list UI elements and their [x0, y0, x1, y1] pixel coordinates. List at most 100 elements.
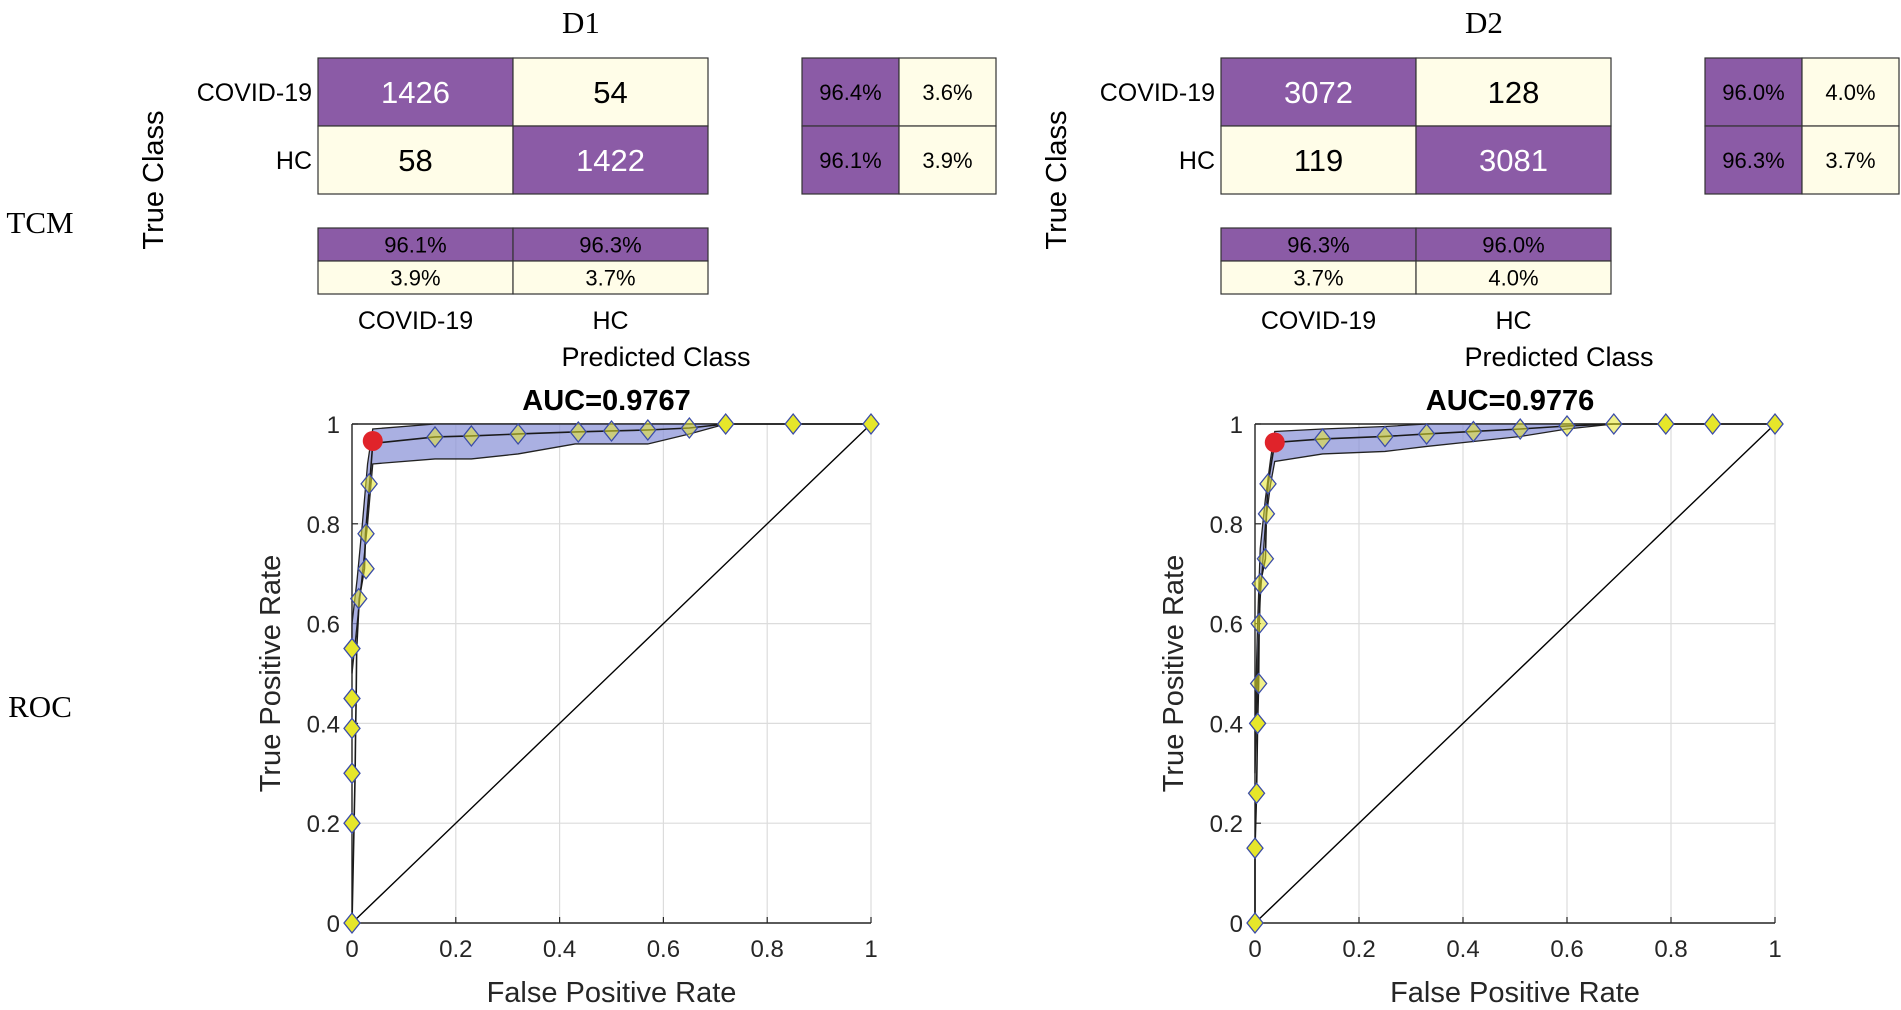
- cm-cell: [1220, 57, 1417, 127]
- cm-cell: [1415, 125, 1612, 195]
- roc-marker: [343, 812, 361, 835]
- roc-y-tick-label: 1: [1230, 412, 1243, 439]
- row-label-roc: ROC: [8, 689, 72, 724]
- cm-cell-value: 1426: [381, 75, 450, 110]
- roc-x-tick-label: 0.6: [647, 936, 680, 963]
- roc-marker: [1604, 412, 1623, 436]
- roc-x-tick-label: 0.8: [1654, 936, 1687, 963]
- cm-row-summary-cell: [1801, 125, 1900, 195]
- cm-cell-value: 1422: [576, 143, 645, 178]
- roc-ylabel: True Positive Rate: [255, 555, 287, 792]
- cm-col-summary-cell: [1220, 260, 1417, 295]
- roc-marker: [357, 522, 375, 545]
- cm-row-summary-value: 96.0%: [1722, 80, 1784, 105]
- cm-xlabel: Predicted Class: [1464, 342, 1653, 372]
- roc-marker: [1246, 837, 1264, 860]
- cm-row-label: COVID-19: [197, 79, 312, 107]
- cm-col-summary-value: 3.7%: [585, 266, 635, 291]
- roc-chart-d2: 0 0.2 0.4 0.6 0.8 1 0 0.2 0.4 0.6 0.8 1 AUC=0.9776 Fa…: [1158, 385, 1784, 1009]
- roc-xlabel: False Positive Rate: [1390, 977, 1640, 1009]
- roc-marker: [1376, 425, 1394, 448]
- roc-marker: [360, 472, 378, 495]
- row-label-tcm: TCM: [6, 205, 73, 240]
- roc-operating-point: [362, 430, 383, 451]
- cm-col-label: HC: [592, 307, 628, 335]
- cm-cell: [1415, 57, 1612, 127]
- roc-marker: [349, 587, 368, 610]
- roc-title: AUC=0.9767: [522, 385, 690, 417]
- roc-x-tick-label: 1: [864, 936, 877, 963]
- roc-x-tick-label: 0.4: [543, 936, 576, 963]
- roc-x-tick-label: 0.6: [1550, 936, 1583, 963]
- roc-y-tick-label: 0: [1230, 911, 1243, 938]
- cm-col-label: COVID-19: [1261, 307, 1376, 335]
- roc-marker: [343, 687, 361, 710]
- roc-x-tick-label: 0: [345, 936, 358, 963]
- roc-title: AUC=0.9776: [1426, 385, 1594, 417]
- roc-y-tick-label: 0.4: [307, 711, 340, 738]
- cm-row-summary-value: 96.4%: [819, 80, 881, 105]
- roc-x-tick-label: 0: [1248, 936, 1261, 963]
- cm-col-summary-value: 96.3%: [1287, 233, 1349, 258]
- cm-row-label: HC: [1179, 147, 1215, 175]
- cm-col-summary-value: 4.0%: [1488, 266, 1538, 291]
- cm-row-summary-cell: [1704, 57, 1803, 127]
- roc-marker: [1558, 414, 1576, 438]
- roc-marker: [569, 420, 588, 444]
- cm-col-summary-cell: [1220, 227, 1417, 262]
- roc-xlabel: False Positive Rate: [487, 977, 737, 1009]
- cm-col-summary-value: 3.9%: [390, 266, 440, 291]
- cm-col-summary-value: 3.7%: [1293, 266, 1343, 291]
- roc-marker: [1417, 422, 1436, 446]
- cm-row-summary-cell: [801, 125, 900, 195]
- roc-operating-point: [1264, 432, 1285, 453]
- roc-marker: [1656, 412, 1675, 436]
- cm-cell: [512, 125, 709, 195]
- roc-ylabel: True Positive Rate: [1158, 555, 1190, 792]
- roc-y-tick-label: 0.8: [307, 512, 340, 539]
- cm-cell-value: 3081: [1479, 143, 1548, 178]
- roc-chance-line: [351, 423, 872, 924]
- roc-marker: [462, 424, 481, 448]
- roc-marker: [426, 425, 444, 449]
- roc-marker: [1251, 572, 1270, 595]
- roc-marker: [343, 717, 361, 740]
- roc-x-tick-label: 0.2: [439, 936, 472, 963]
- cm-cell: [317, 125, 514, 195]
- roc-y-tick-label: 1: [327, 412, 340, 439]
- cm-row-summary-cell: [898, 57, 997, 127]
- cm-col-summary-value: 96.3%: [579, 233, 641, 258]
- roc-marker: [357, 557, 375, 580]
- roc-marker: [1246, 911, 1264, 935]
- cm-col-label: HC: [1495, 307, 1531, 335]
- cm-col-summary-cell: [1415, 227, 1612, 262]
- roc-marker: [784, 412, 802, 436]
- cm-row-summary-value: 96.1%: [819, 148, 881, 173]
- cm-row-summary-cell: [1801, 57, 1900, 127]
- roc-y-tick-label: 0.2: [1210, 811, 1243, 838]
- roc-marker: [862, 412, 880, 436]
- cm-row-summary-cell: [898, 125, 997, 195]
- cm-row-summary-value: 3.7%: [1825, 148, 1875, 173]
- roc-y-tick-label: 0.6: [1210, 612, 1243, 639]
- roc-y-tick-label: 0: [327, 911, 340, 938]
- roc-marker: [1249, 672, 1268, 695]
- roc-x-tick-label: 0.2: [1342, 936, 1375, 963]
- cm-title: D2: [1465, 5, 1503, 40]
- roc-marker: [343, 637, 361, 660]
- cm-col-label: COVID-19: [358, 307, 473, 335]
- confusion-matrix-d1: D1 True Class 1426 54 58 1422 COVID-19 HC 96.4% 3…: [138, 5, 997, 372]
- cm-col-summary-value: 96.1%: [384, 233, 446, 258]
- roc-marker: [638, 418, 657, 442]
- cm-title: D1: [562, 5, 600, 40]
- cm-cell-value: 3072: [1284, 75, 1353, 110]
- cm-row-label: COVID-19: [1100, 79, 1215, 107]
- roc-chart-d1: 0 0.2 0.4 0.6 0.8 1 0 0.2 0.4 0.6 0.8 1 AUC=0.9767 Fa…: [255, 385, 880, 1009]
- cm-cell-value: 119: [1294, 143, 1343, 178]
- cm-cell: [317, 57, 514, 127]
- roc-marker: [1511, 417, 1530, 441]
- roc-marker: [1256, 547, 1275, 570]
- cm-ylabel: True Class: [1041, 110, 1073, 249]
- roc-marker: [1313, 427, 1332, 451]
- confusion-matrix-d2: D2 True Class 3072 128 119 3081 COVID-19 HC 96.0…: [1041, 5, 1900, 372]
